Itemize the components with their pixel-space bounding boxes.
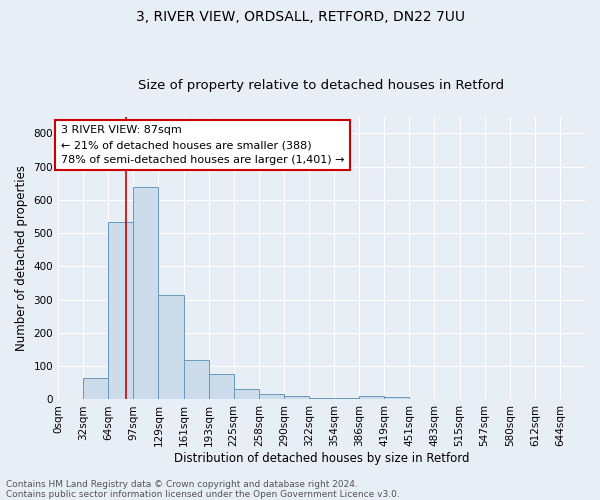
Bar [83,378,108,400]
Title: Size of property relative to detached houses in Retford: Size of property relative to detached ho… [139,79,505,92]
Bar [184,360,209,400]
X-axis label: Distribution of detached houses by size in Retford: Distribution of detached houses by size … [174,452,469,465]
Bar [158,294,184,400]
Bar [384,397,409,400]
Bar [108,222,133,400]
Y-axis label: Number of detached properties: Number of detached properties [15,165,28,351]
Bar [133,186,158,400]
Bar [334,398,359,400]
Bar [259,394,284,400]
Bar [233,390,259,400]
Bar [209,374,233,400]
Text: 3, RIVER VIEW, ORDSALL, RETFORD, DN22 7UU: 3, RIVER VIEW, ORDSALL, RETFORD, DN22 7U… [136,10,464,24]
Bar [309,398,334,400]
Bar [359,396,384,400]
Text: Contains HM Land Registry data © Crown copyright and database right 2024.
Contai: Contains HM Land Registry data © Crown c… [6,480,400,499]
Bar [284,396,309,400]
Text: 3 RIVER VIEW: 87sqm
← 21% of detached houses are smaller (388)
78% of semi-detac: 3 RIVER VIEW: 87sqm ← 21% of detached ho… [61,126,344,165]
